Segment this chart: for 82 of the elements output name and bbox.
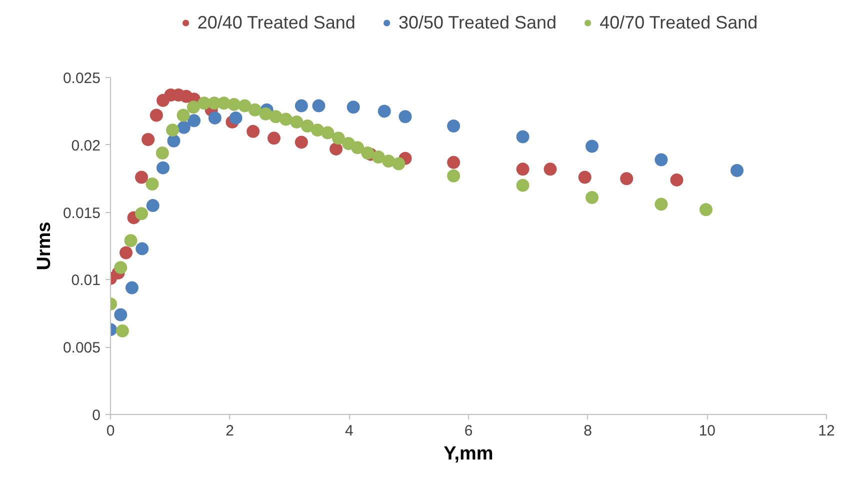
point — [246, 124, 260, 138]
x-tick-label: 4 — [344, 422, 354, 440]
y-tick-label: 0.005 — [62, 340, 101, 357]
point — [116, 324, 129, 338]
point — [670, 173, 684, 186]
point — [229, 111, 242, 124]
point — [447, 156, 460, 169]
point — [392, 157, 406, 170]
point — [267, 132, 280, 145]
point — [586, 140, 599, 153]
point — [330, 142, 343, 156]
point — [208, 111, 222, 124]
point — [124, 234, 138, 248]
x-tick-label: 10 — [698, 422, 716, 440]
point — [372, 150, 385, 164]
point — [447, 169, 460, 182]
point — [186, 100, 200, 114]
point — [294, 136, 308, 149]
point — [156, 161, 170, 174]
point — [544, 162, 557, 176]
legend-label: 40/70 Treated Sand — [600, 12, 758, 33]
point — [654, 198, 668, 211]
point — [294, 99, 308, 112]
point — [300, 120, 314, 133]
y-tick-label: 0.02 — [71, 137, 101, 154]
point — [188, 114, 201, 128]
point — [332, 132, 345, 145]
point — [114, 308, 128, 322]
point — [311, 124, 324, 137]
legend-label: 20/40 Treated Sand — [197, 12, 356, 33]
point — [167, 134, 180, 148]
y-tick-label: 0.015 — [62, 204, 101, 222]
point — [290, 115, 304, 128]
point — [142, 133, 155, 146]
point — [146, 178, 159, 190]
point — [378, 104, 391, 118]
point — [136, 242, 149, 256]
x-tick-label: 12 — [818, 422, 835, 440]
point — [146, 199, 160, 212]
point — [730, 164, 744, 177]
point — [620, 172, 634, 186]
point — [135, 207, 148, 220]
point — [578, 170, 592, 184]
point — [114, 261, 128, 274]
point — [382, 154, 396, 168]
point — [238, 99, 252, 112]
point — [586, 190, 599, 204]
point — [516, 178, 530, 192]
point — [321, 126, 334, 140]
y-tick-label: 0.025 — [62, 70, 101, 87]
x-tick-label: 2 — [226, 422, 234, 440]
y-tick-label: 0 — [92, 407, 100, 424]
x-tick-label: 0 — [106, 422, 115, 440]
x-axis-title: Y,mm — [444, 444, 494, 464]
y-axis-title: Urms — [34, 222, 55, 270]
point — [398, 110, 412, 124]
point — [312, 99, 326, 112]
point — [248, 103, 262, 116]
x-tick-label: 6 — [464, 422, 473, 440]
point — [346, 100, 360, 114]
point — [279, 112, 292, 126]
point — [699, 203, 712, 216]
point — [177, 120, 190, 134]
point — [654, 153, 668, 166]
point — [135, 170, 148, 184]
point — [516, 162, 530, 176]
point — [166, 124, 180, 137]
x-tick-label: 8 — [584, 422, 592, 440]
point — [228, 98, 241, 111]
point — [351, 141, 364, 154]
point — [150, 108, 163, 122]
point — [259, 107, 272, 120]
point — [125, 281, 138, 294]
point — [361, 146, 374, 160]
legend-label: 30/50 Treated Sand — [398, 12, 557, 33]
point — [120, 246, 133, 260]
point — [447, 120, 460, 133]
point — [156, 146, 169, 160]
point — [176, 108, 190, 122]
point — [516, 130, 530, 144]
y-tick-label: 0.01 — [71, 272, 101, 290]
point — [269, 110, 282, 124]
